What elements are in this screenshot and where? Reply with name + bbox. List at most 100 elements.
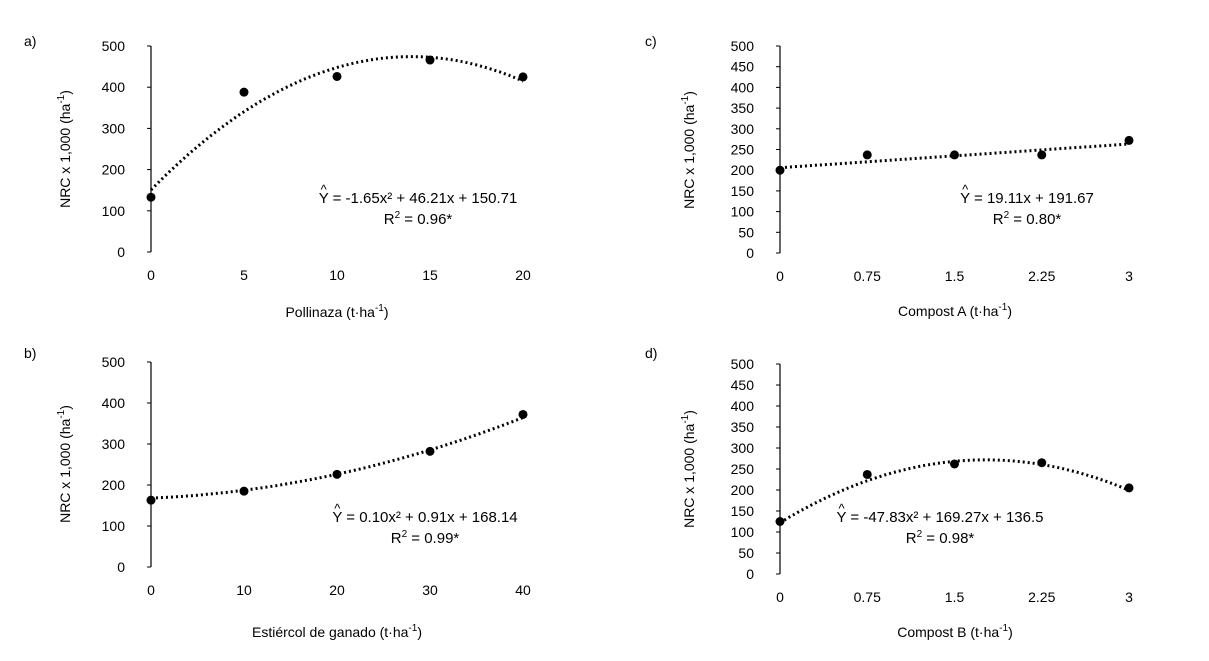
y-tick-label: 400 — [102, 79, 126, 95]
y-tick-label: 500 — [102, 38, 126, 54]
r-squared: R2 = 0.98* — [906, 529, 975, 547]
data-point — [775, 517, 785, 526]
y-tick-label: 500 — [102, 354, 126, 370]
x-tick-label: 15 — [422, 267, 438, 283]
x-tick-label: 3 — [1125, 589, 1133, 605]
y-axis-title: NRC x 1,000 (ha-1) — [56, 90, 73, 208]
x-tick-label: 3 — [1125, 268, 1133, 284]
y-tick-label: 300 — [102, 436, 126, 452]
x-tick-label: 2.25 — [1028, 589, 1055, 605]
x-tick-label: 0.75 — [854, 268, 881, 284]
y-tick-label: 0 — [117, 559, 125, 575]
data-point — [146, 192, 156, 202]
y-tick-label: 400 — [102, 395, 126, 411]
x-tick-label: 0 — [147, 582, 155, 598]
data-point — [518, 409, 528, 419]
y-tick-label: 50 — [738, 224, 754, 240]
panel-label: c) — [645, 33, 657, 49]
y-tick-label: 150 — [731, 503, 755, 519]
x-tick-label: 1.5 — [945, 589, 965, 605]
data-point — [332, 71, 342, 81]
y-tick-label: 0 — [746, 245, 754, 261]
data-point — [146, 495, 156, 505]
data-point — [239, 87, 249, 97]
chart-panel-d: d) 0 50 100 150 200 250 300 350 400 450 500 0 0.75 1.5… — [645, 345, 1134, 640]
panel-label: b) — [24, 345, 36, 361]
y-hat-icon: ^ — [838, 501, 845, 516]
y-hat-icon: ^ — [334, 501, 341, 516]
y-tick-label: 50 — [738, 545, 754, 561]
y-tick-label: 150 — [731, 183, 755, 199]
x-tick-label: 20 — [515, 267, 531, 283]
y-tick-label: 500 — [731, 38, 755, 54]
panel-label: a) — [24, 33, 36, 49]
y-tick-label: 0 — [746, 566, 754, 582]
x-axis-title: Compost A (t·ha-1) — [898, 302, 1012, 319]
y-hat-icon: ^ — [962, 182, 969, 197]
data-point — [1124, 135, 1134, 145]
x-axis-title: Pollinaza (t·ha-1) — [285, 303, 388, 320]
y-tick-label: 200 — [102, 162, 126, 178]
y-tick-label: 300 — [731, 121, 755, 137]
y-tick-label: 250 — [731, 142, 755, 158]
x-tick-label: 10 — [236, 582, 252, 598]
y-tick-label: 350 — [731, 419, 755, 435]
data-point — [1037, 150, 1047, 160]
data-point — [239, 486, 249, 496]
data-point — [332, 469, 342, 479]
y-tick-label: 100 — [102, 203, 126, 219]
x-tick-label: 2.25 — [1028, 268, 1055, 284]
data-point — [1037, 458, 1047, 468]
x-tick-label: 0 — [147, 267, 155, 283]
r-squared: R2 = 0.99* — [391, 529, 460, 547]
r-squared: R2 = 0.96* — [384, 210, 453, 228]
y-tick-label: 200 — [731, 162, 755, 178]
y-tick-label: 100 — [102, 518, 126, 534]
y-tick-label: 300 — [731, 440, 755, 456]
y-tick-label: 500 — [731, 356, 755, 372]
chart-panel-b: b) 0 100 200 300 400 500 0 10 20 30 40 Estiércol de … — [24, 345, 531, 640]
y-tick-label: 100 — [731, 204, 755, 220]
x-tick-label: 20 — [329, 582, 345, 598]
y-hat-icon: ^ — [321, 182, 328, 197]
data-point — [775, 165, 785, 175]
regression-equation: Y = 0.10x² + 0.91x + 168.14 — [332, 509, 517, 526]
regression-equation: Y = 19.11x + 191.67 — [960, 190, 1094, 207]
x-tick-label: 0.75 — [854, 589, 881, 605]
y-tick-label: 450 — [731, 59, 755, 75]
data-point — [1124, 483, 1134, 493]
data-point — [862, 150, 872, 160]
trendline — [149, 55, 524, 191]
x-tick-label: 40 — [515, 582, 531, 598]
data-point — [950, 150, 959, 160]
regression-equation: Y = -1.65x² + 46.21x + 150.71 — [319, 190, 518, 207]
x-tick-label: 30 — [422, 582, 438, 598]
data-point — [950, 459, 959, 469]
y-tick-label: 100 — [731, 524, 755, 540]
x-tick-label: 1.5 — [945, 268, 965, 284]
x-tick-label: 0 — [776, 589, 784, 605]
x-tick-label: 0 — [776, 268, 784, 284]
y-axis-title: NRC x 1,000 (ha-1) — [680, 91, 697, 209]
trendline — [150, 416, 524, 500]
y-tick-label: 450 — [731, 377, 755, 393]
x-axis-title: Compost B (t·ha-1) — [897, 623, 1013, 640]
y-tick-label: 250 — [731, 461, 755, 477]
x-axis-title: Estiércol de ganado (t·ha-1) — [252, 623, 422, 640]
y-tick-label: 300 — [102, 120, 126, 136]
panel-label: d) — [645, 345, 657, 361]
x-tick-label: 5 — [240, 267, 248, 283]
r-squared: R2 = 0.80* — [993, 210, 1062, 228]
y-tick-label: 200 — [731, 482, 755, 498]
y-tick-label: 0 — [117, 244, 125, 260]
regression-equation: Y = -47.83x² + 169.27x + 136.5 — [837, 509, 1044, 526]
y-tick-label: 400 — [731, 79, 755, 95]
trendline — [779, 142, 1130, 170]
y-axis-title: NRC x 1,000 (ha-1) — [680, 410, 697, 528]
data-point — [425, 446, 435, 456]
x-tick-label: 10 — [329, 267, 345, 283]
data-point — [425, 55, 435, 65]
y-tick-label: 200 — [102, 477, 126, 493]
y-axis-title: NRC x 1,000 (ha-1) — [56, 405, 73, 523]
